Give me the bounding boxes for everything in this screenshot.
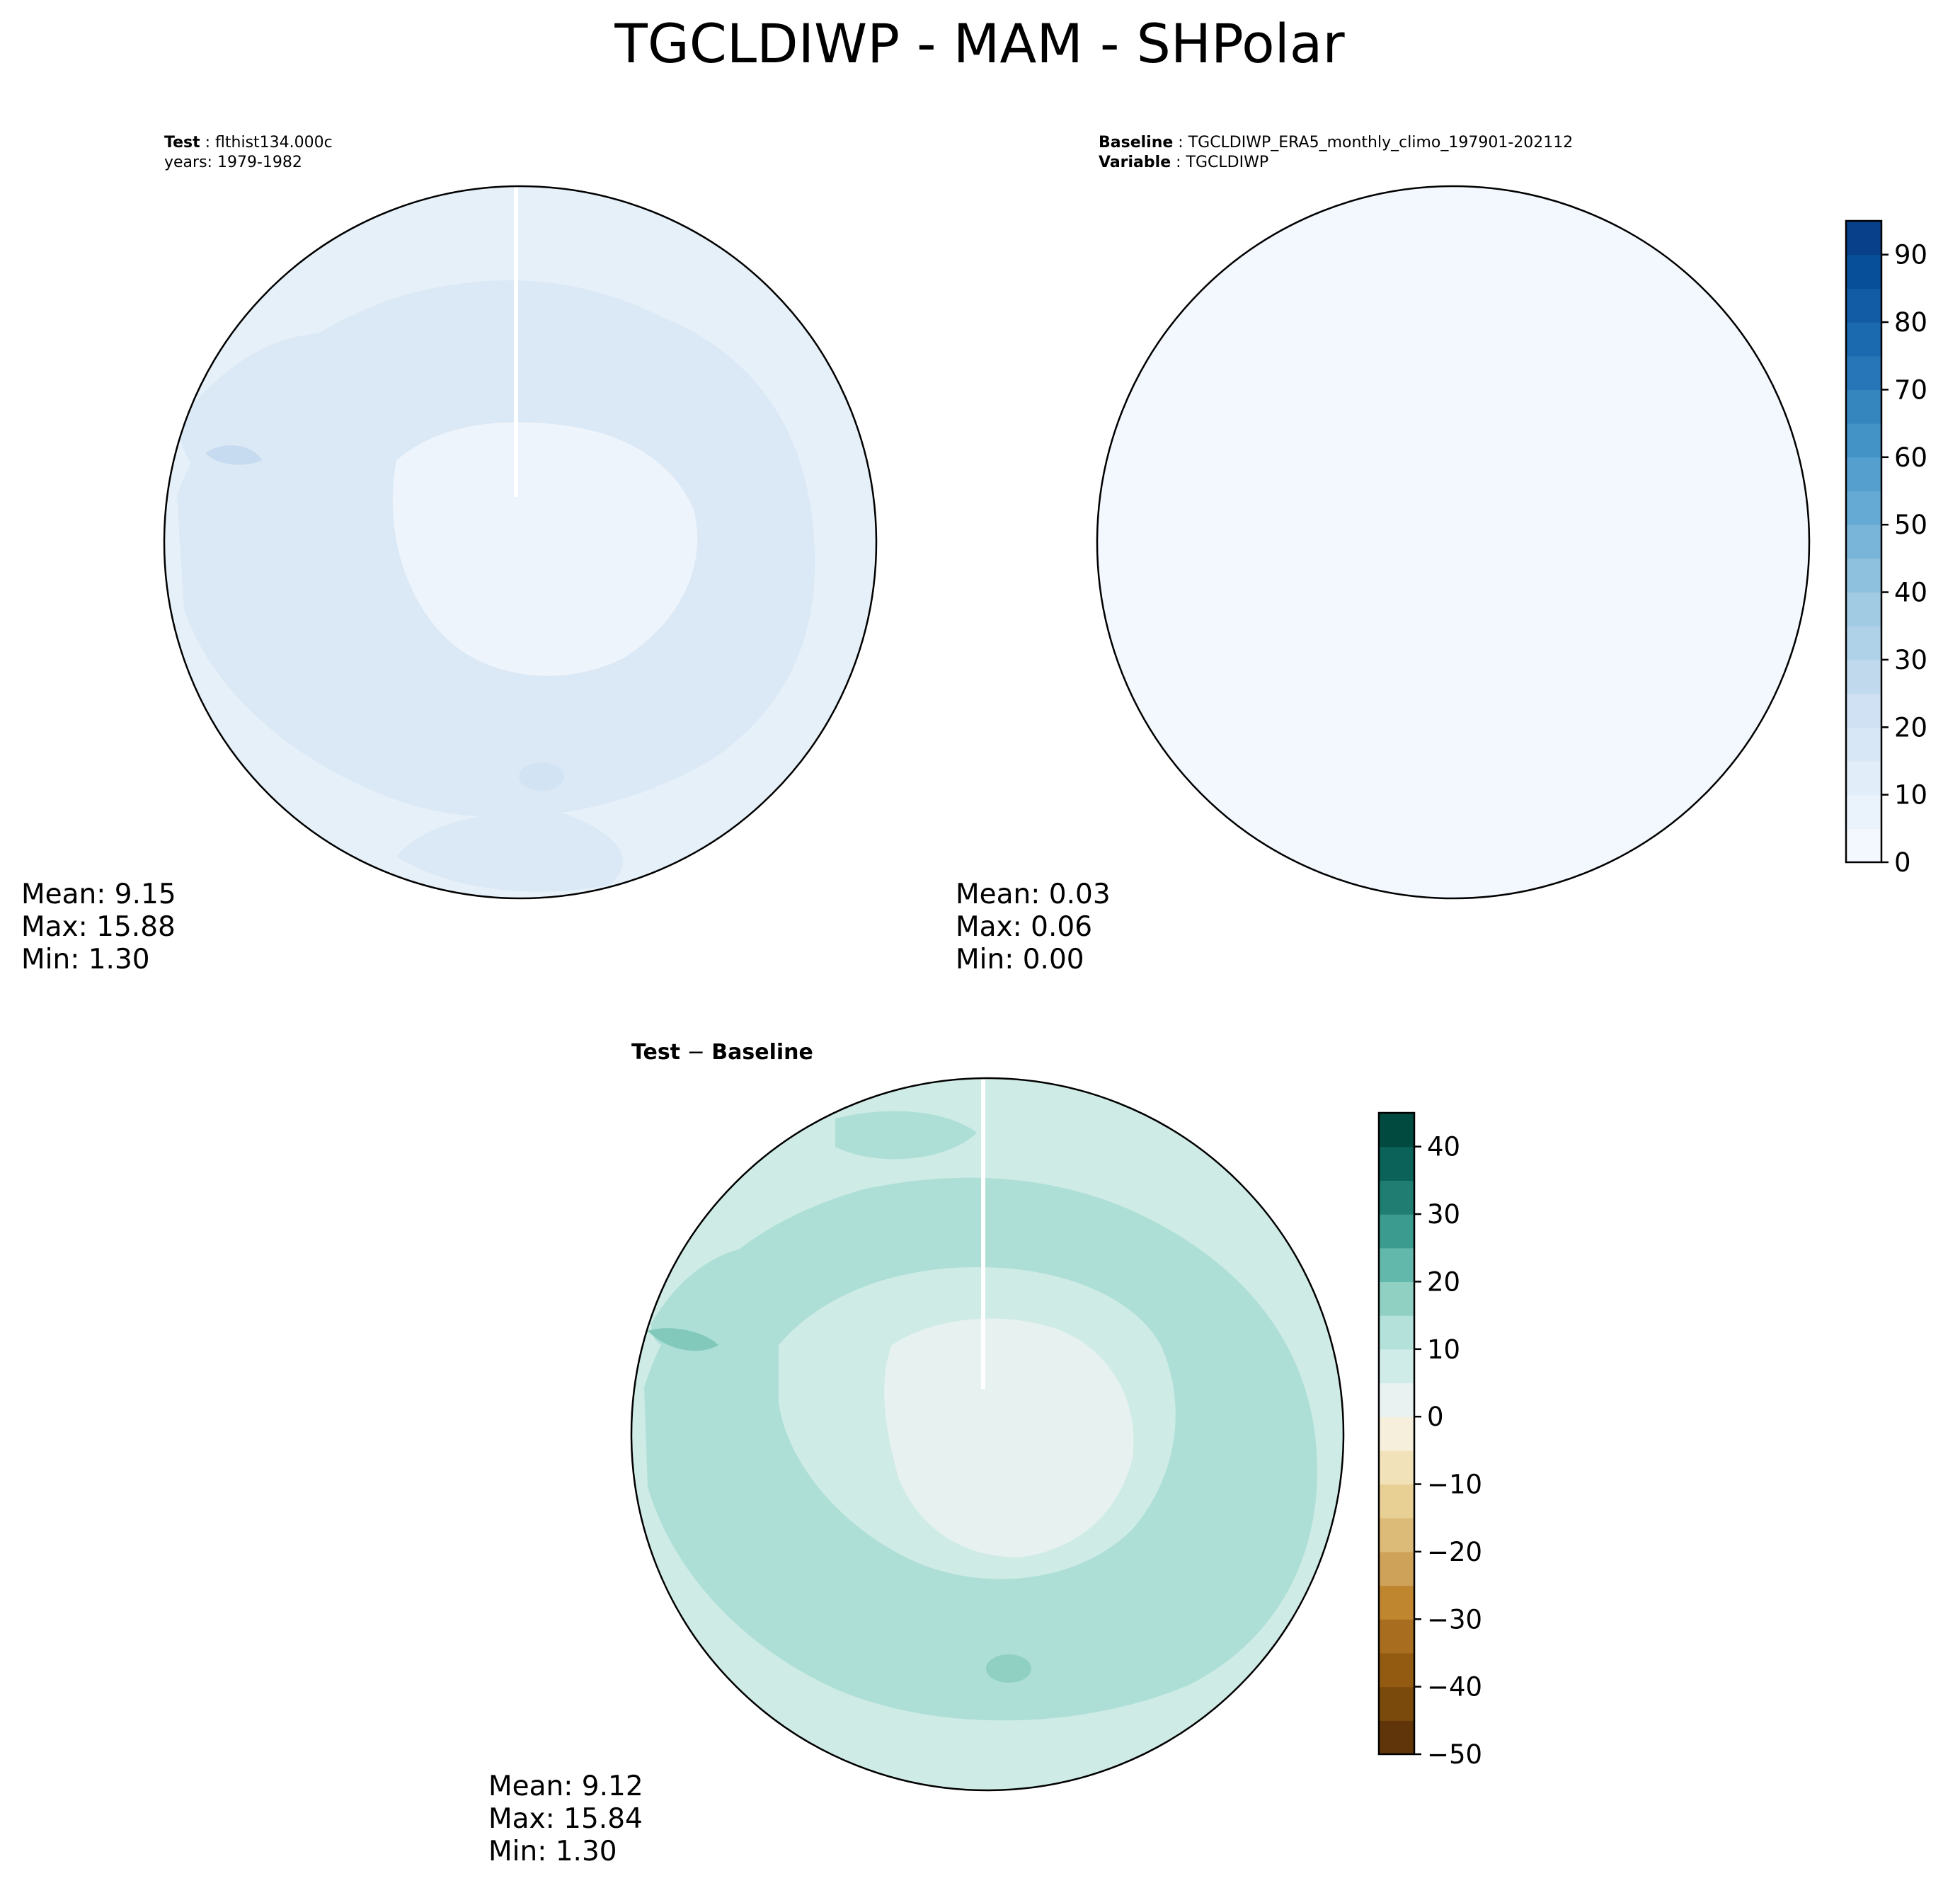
baseline-colorbar-segment: [1846, 457, 1881, 492]
diff-colorbar-segment: [1379, 1214, 1414, 1249]
test-map-boundary: [163, 185, 878, 900]
diff-colorbar-segment: [1379, 1281, 1414, 1316]
baseline-colorbar-segment: [1846, 355, 1881, 391]
test-stat-max: Max: 15.88: [21, 911, 176, 943]
baseline-colorbar-tick-label: 70: [1894, 374, 1927, 405]
baseline-variable-label: Variable: [1099, 154, 1171, 171]
test-map: [164, 186, 876, 898]
baseline-colorbar-segment: [1846, 659, 1881, 694]
baseline-variable-sep: :: [1171, 154, 1186, 171]
baseline-colorbar-segment: [1846, 423, 1881, 458]
diff-colorbar-segment: [1379, 1720, 1414, 1755]
baseline-colorbar-segment: [1846, 525, 1881, 559]
baseline-colorbar-segment: [1846, 592, 1881, 627]
test-header-sep: :: [200, 134, 215, 151]
baseline-colorbar-tick-label: 40: [1894, 578, 1927, 608]
panel-test: Test : flthist134.000c years: 1979-1982 …: [21, 134, 878, 976]
panel-diff: Test − Baseline Mean: 9.12 Max: 15.84 Mi…: [488, 1040, 1482, 1867]
baseline-colorbar-segment: [1846, 288, 1881, 323]
diff-colorbar-tick-label: 40: [1427, 1132, 1460, 1162]
diff-colorbar-segment: [1379, 1484, 1414, 1518]
baseline-colorbar-segment: [1846, 322, 1881, 357]
baseline-stat-min: Min: 0.00: [956, 944, 1084, 976]
baseline-colorbar-tick-label: 60: [1894, 442, 1927, 473]
baseline-header-label: Baseline: [1099, 134, 1173, 151]
diff-colorbar-segment: [1379, 1315, 1414, 1350]
diff-colorbar-segment: [1379, 1686, 1414, 1721]
diff-colorbar: −50 −40 −30 −20 −10 0 10 20 30 40: [1377, 1111, 1482, 1770]
baseline-header-dataset: TGCLDIWP_ERA5_monthly_climo_197901-20211…: [1188, 134, 1574, 151]
baseline-colorbar-segment: [1846, 828, 1881, 863]
diff-colorbar-segment: [1379, 1585, 1414, 1620]
diff-title-operator: −: [680, 1040, 711, 1065]
diff-colorbar-segment: [1379, 1518, 1414, 1552]
diff-colorbar-tick-label: −10: [1427, 1470, 1482, 1500]
baseline-colorbar-segment: [1846, 693, 1881, 728]
baseline-stat-max: Max: 0.06: [956, 911, 1092, 943]
baseline-header-line1: Baseline : TGCLDIWP_ERA5_monthly_climo_1…: [1099, 134, 1573, 151]
baseline-colorbar-tick-label: 80: [1894, 307, 1927, 338]
baseline-colorbar-tick-label: 30: [1894, 645, 1927, 675]
baseline-colorbar-segment: [1846, 727, 1881, 762]
diff-map-boundary: [630, 1077, 1345, 1792]
baseline-header-sep: :: [1173, 134, 1188, 151]
diff-stat-mean: Mean: 9.12: [488, 1770, 643, 1802]
diff-colorbar-segment: [1379, 1113, 1414, 1148]
diff-colorbar-tick-label: 10: [1427, 1334, 1460, 1365]
test-header-line1: Test : flthist134.000c: [164, 134, 333, 151]
panel-baseline: Baseline : TGCLDIWP_ERA5_monthly_climo_1…: [956, 134, 1927, 976]
baseline-colorbar-segment: [1846, 491, 1881, 525]
test-header-case: flthist134.000c: [215, 134, 333, 151]
diff-colorbar-segment: [1379, 1417, 1414, 1451]
diff-colorbar-segment: [1379, 1349, 1414, 1384]
baseline-variable-value: TGCLDIWP: [1186, 154, 1269, 171]
test-header-years: years: 1979-1982: [164, 154, 302, 171]
baseline-colorbar-segment: [1846, 558, 1881, 593]
diff-colorbar-tick-label: 30: [1427, 1199, 1460, 1230]
diff-colorbar-tick-label: −30: [1427, 1604, 1482, 1635]
diff-colorbar-segment: [1379, 1383, 1414, 1417]
baseline-colorbar-segment: [1846, 254, 1881, 289]
baseline-colorbar-frame: [1845, 219, 1883, 864]
diff-colorbar-tick-label: −40: [1427, 1672, 1482, 1703]
baseline-colorbar-tick-label: 90: [1894, 240, 1927, 270]
diff-colorbar-segment: [1379, 1450, 1414, 1485]
test-stat-mean: Mean: 9.15: [21, 879, 176, 910]
diff-colorbar-segment: [1379, 1247, 1414, 1283]
diff-colorbar-segment: [1379, 1619, 1414, 1654]
figure-title: TGCLDIWP - MAM - SHPolar: [614, 12, 1345, 75]
diff-colorbar-tick-label: −50: [1427, 1739, 1482, 1770]
baseline-colorbar: 0 10 20 30 40 50 60 70 80 90: [1845, 219, 1927, 878]
test-stat-min: Min: 1.30: [21, 944, 150, 976]
diff-colorbar-segment: [1379, 1180, 1414, 1215]
diff-colorbar-frame: [1377, 1111, 1416, 1756]
diff-stat-min: Min: 1.30: [488, 1836, 617, 1867]
baseline-header-line2: Variable : TGCLDIWP: [1099, 154, 1268, 171]
diff-title: Test − Baseline: [631, 1040, 813, 1065]
diff-colorbar-segment: [1379, 1146, 1414, 1181]
baseline-colorbar-segment: [1846, 626, 1881, 660]
diff-colorbar-segment: [1379, 1652, 1414, 1688]
baseline-colorbar-tick-label: 10: [1894, 780, 1927, 811]
diff-colorbar-segment: [1379, 1551, 1414, 1586]
test-header-label: Test: [164, 134, 200, 151]
baseline-colorbar-tick-label: 20: [1894, 712, 1927, 743]
diff-colorbar-tick-label: −20: [1427, 1537, 1482, 1567]
diff-colorbar-tick-label: 20: [1427, 1266, 1460, 1297]
diff-stat-max: Max: 15.84: [488, 1803, 643, 1835]
baseline-stat-mean: Mean: 0.03: [956, 879, 1111, 910]
diff-map: [631, 1078, 1343, 1790]
baseline-colorbar-segment: [1846, 760, 1881, 796]
baseline-colorbar-tick-label: 50: [1894, 510, 1927, 540]
diff-title-test: Test: [631, 1040, 680, 1065]
diff-title-baseline: Baseline: [711, 1040, 813, 1065]
diff-colorbar-tick-label: 0: [1427, 1402, 1444, 1432]
baseline-map: [1097, 186, 1809, 898]
baseline-colorbar-segment: [1846, 221, 1881, 256]
baseline-colorbar-segment: [1846, 389, 1881, 424]
baseline-colorbar-tick-label: 0: [1894, 847, 1911, 878]
baseline-colorbar-segment: [1846, 794, 1881, 829]
baseline-map-boundary: [1096, 185, 1811, 900]
